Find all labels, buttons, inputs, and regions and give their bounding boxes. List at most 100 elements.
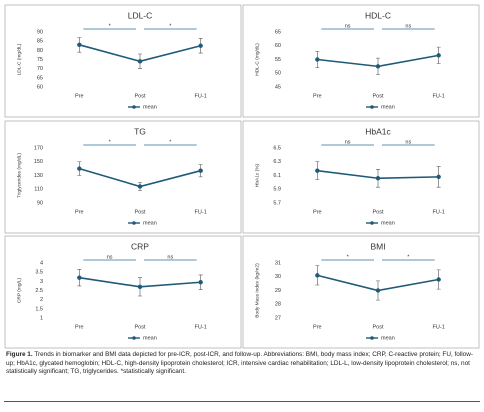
data-point: [436, 277, 441, 282]
y-tick-label: 27: [275, 315, 281, 321]
x-tick-label: Post: [134, 324, 145, 330]
panel-title: BMI: [370, 241, 385, 251]
y-tick-label: 1.5: [35, 306, 43, 312]
y-tick-label: 2.5: [35, 288, 43, 294]
data-point: [137, 184, 143, 189]
y-tick-label: 65: [275, 29, 281, 35]
legend-marker: [370, 105, 374, 109]
y-tick-label: 6.1: [273, 173, 281, 179]
y-axis-label: CRP (mg/L): [16, 277, 22, 303]
y-tick-label: 65: [37, 75, 43, 81]
panel-title: CRP: [131, 241, 149, 251]
data-point: [436, 53, 441, 58]
y-tick-label: 5.9: [273, 187, 281, 193]
significance-label: *: [407, 254, 410, 260]
x-tick-label: Post: [372, 209, 383, 215]
data-point: [315, 273, 320, 278]
y-axis-label: Triglycerides (mg/dL): [16, 153, 22, 198]
x-tick-label: FU-1: [433, 209, 445, 215]
significance-label: *: [169, 139, 172, 145]
y-axis-label: HDL-C (mg/dL): [254, 43, 260, 76]
data-point: [137, 59, 143, 64]
y-tick-label: 90: [37, 29, 43, 35]
x-tick-label: Pre: [75, 209, 84, 215]
significance-label: *: [109, 23, 112, 29]
caption-text: Trends in biomarker and BMI data depicte…: [6, 351, 473, 376]
y-tick-label: 150: [34, 159, 43, 165]
panel-border: [242, 235, 480, 349]
panel-title: HbA1c: [365, 126, 391, 136]
y-tick-label: 110: [34, 187, 43, 193]
x-tick-label: FU-1: [195, 209, 207, 215]
significance-label: ns: [167, 254, 173, 260]
legend-marker: [132, 105, 136, 109]
panel-border: [242, 4, 480, 118]
panel-border: [4, 4, 242, 118]
y-tick-label: 60: [37, 84, 43, 90]
significance-label: ns: [345, 23, 351, 29]
data-point: [77, 42, 82, 48]
significance-label: ns: [405, 23, 411, 29]
y-tick-label: 6.3: [273, 159, 281, 165]
y-tick-label: 5.7: [273, 200, 281, 206]
y-tick-label: 1: [40, 315, 43, 321]
data-point: [198, 43, 203, 48]
y-tick-label: 85: [37, 39, 43, 45]
legend-marker: [370, 336, 374, 340]
y-tick-label: 3.5: [35, 270, 43, 276]
y-tick-label: 30: [275, 274, 281, 280]
y-tick-label: 55: [275, 57, 281, 63]
y-tick-label: 60: [275, 43, 281, 49]
caption-label: Figure 1.: [6, 351, 33, 358]
x-tick-label: Pre: [75, 324, 84, 330]
panel-border: [242, 120, 480, 234]
data-point: [375, 176, 381, 181]
y-axis-label: Body Mass Index (kg/m2): [254, 263, 260, 318]
legend-label: mean: [381, 335, 395, 341]
data-point: [375, 288, 381, 293]
legend-label: mean: [381, 220, 395, 226]
x-tick-label: Pre: [313, 93, 322, 99]
x-tick-label: Post: [134, 209, 145, 215]
panel-border: [4, 235, 242, 349]
y-tick-label: 45: [275, 84, 281, 90]
data-point: [77, 166, 82, 171]
y-tick-label: 170: [34, 145, 43, 151]
y-tick-label: 31: [275, 260, 281, 266]
y-tick-label: 3: [40, 279, 43, 285]
y-tick-label: 29: [275, 288, 281, 294]
legend-marker: [132, 221, 136, 225]
data-point: [198, 168, 203, 173]
significance-label: ns: [107, 254, 113, 260]
data-point: [77, 275, 82, 280]
y-axis-label: HbA1c (%): [254, 164, 260, 188]
y-tick-label: 70: [37, 66, 43, 72]
panel-border: [4, 120, 242, 234]
panel-title: TG: [134, 126, 146, 136]
legend-marker: [370, 221, 374, 225]
legend-label: mean: [381, 104, 395, 110]
y-axis-label: LDL-C (mg/dL): [16, 43, 22, 75]
x-tick-label: Pre: [75, 93, 84, 99]
data-point: [315, 168, 320, 173]
significance-label: ns: [405, 139, 411, 145]
significance-label: *: [109, 139, 112, 145]
legend-marker: [132, 336, 136, 340]
x-tick-label: FU-1: [433, 93, 445, 99]
y-tick-label: 6.5: [273, 145, 281, 151]
x-tick-label: Post: [372, 324, 383, 330]
panel-title: LDL-C: [128, 10, 153, 20]
x-tick-label: Post: [372, 93, 383, 99]
y-tick-label: 4: [40, 260, 43, 266]
legend-label: mean: [143, 104, 157, 110]
data-point: [375, 64, 381, 69]
x-tick-label: FU-1: [195, 324, 207, 330]
caption: Figure 1. Trends in biomarker and BMI da…: [6, 351, 478, 377]
y-tick-label: 28: [275, 302, 281, 308]
x-tick-label: FU-1: [195, 93, 207, 99]
significance-label: ns: [345, 139, 351, 145]
figure: LDL-C LDL-C (mg/dL) 60 65 70 75 80 85 90 Pre Post F…: [4, 4, 480, 349]
data-point: [315, 57, 320, 62]
legend-label: mean: [143, 335, 157, 341]
